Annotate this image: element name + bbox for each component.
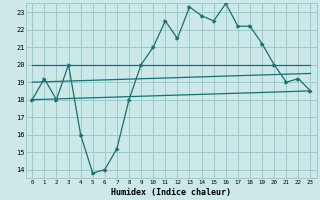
- X-axis label: Humidex (Indice chaleur): Humidex (Indice chaleur): [111, 188, 231, 197]
